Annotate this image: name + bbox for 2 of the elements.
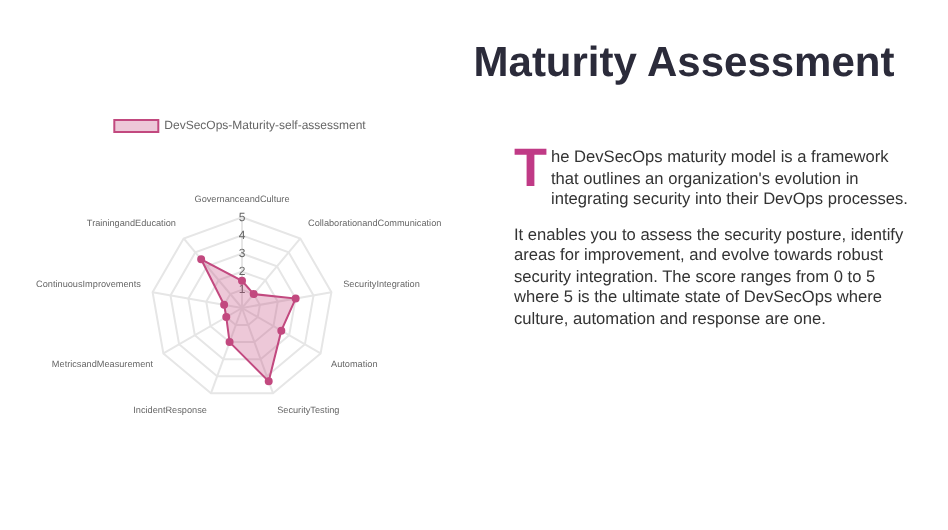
text: It enables you to assess the security posture, identify areas for improvement, and evolve towards robust security integration. The score ranges from 0 to 5 where 5 is the ultimate state of DevSecOps where culture, automation and response are one.: [514, 223, 906, 328]
text: Maturity Assessment: [471, 40, 897, 88]
